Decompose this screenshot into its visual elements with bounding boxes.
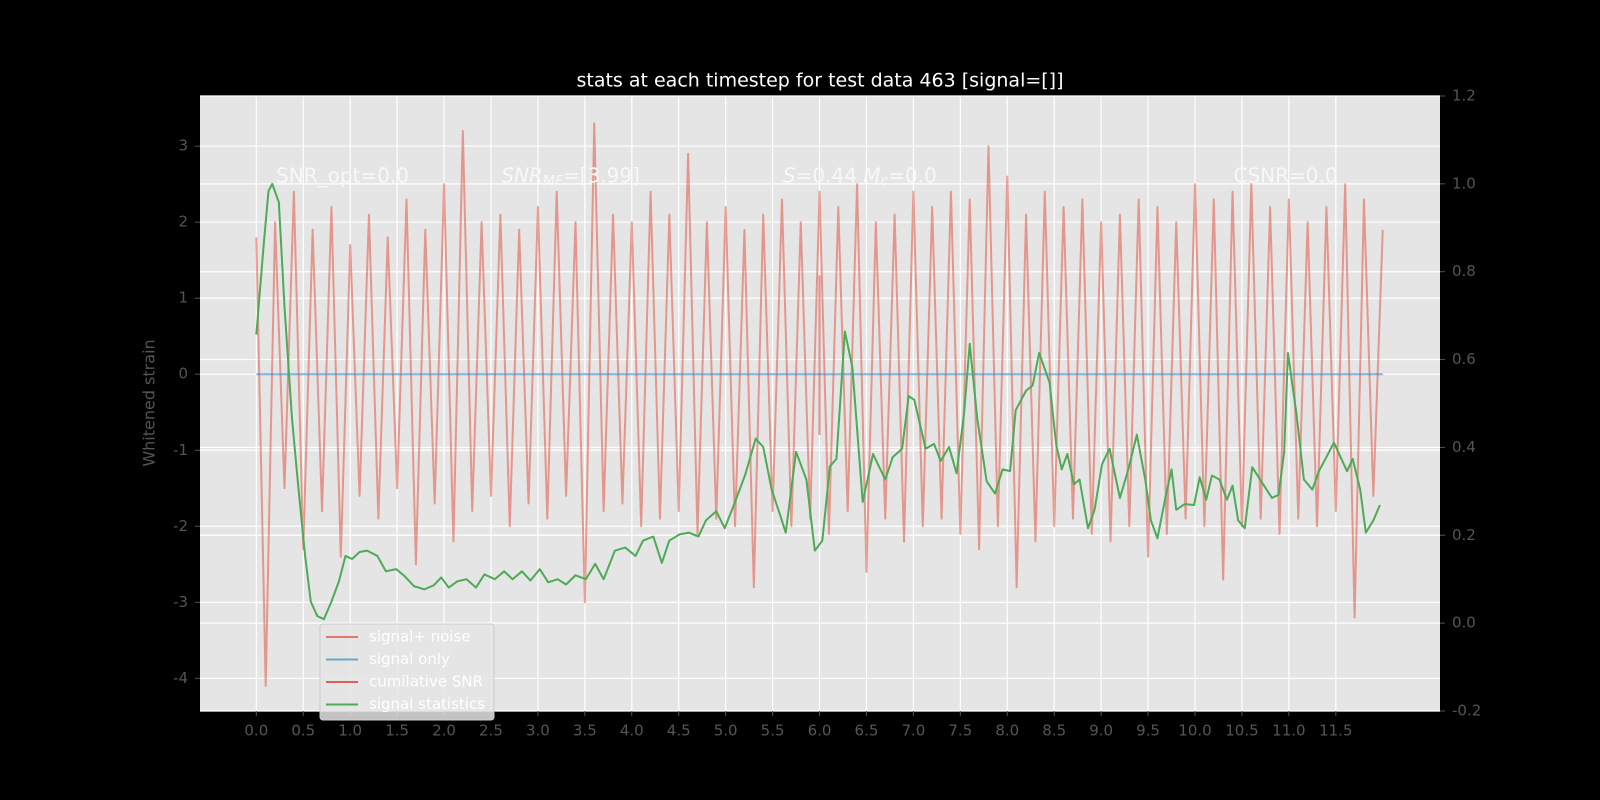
x-tick-label: 2.0: [432, 722, 456, 740]
annotation-part: M: [863, 163, 880, 187]
annotation-part: SNR_opt=0.0: [276, 163, 409, 187]
annotation: CSNR=0.0: [1233, 163, 1337, 187]
annotation-part: CSNR=0.0: [1233, 163, 1337, 187]
annotation: SNR_opt=0.0: [276, 163, 409, 187]
annotation-part: =[3.99]: [563, 163, 640, 187]
y-tick-label: -3: [173, 593, 188, 611]
annotation-part: c: [881, 174, 889, 190]
annotation-part: =0.0: [888, 163, 937, 187]
chart-title: stats at each timestep for test data 463…: [576, 70, 1063, 92]
y-tick-label: 1: [178, 289, 188, 307]
legend-label: signal+ noise: [369, 628, 471, 646]
grid: [200, 95, 1440, 712]
x-tick-label: 11.5: [1319, 722, 1352, 740]
y2-tick-label: 0.4: [1452, 438, 1476, 456]
x-tick-label: 8.0: [995, 722, 1019, 740]
x-tick-label: 3.0: [526, 722, 550, 740]
ticks: 0.0 0.5 1.0 1.5 2.0 2.5 3.0 3.5 4.0 4.5 5.0 5.5 6.0 6…: [173, 87, 1481, 740]
annotation-part: SNR: [501, 163, 543, 187]
x-tick-label: 5.5: [761, 722, 785, 740]
y-tick-label: 3: [178, 137, 188, 155]
y2-tick-label: -0.2: [1452, 702, 1481, 720]
x-tick-label: 2.5: [479, 722, 503, 740]
x-tick-label: 10.0: [1178, 722, 1211, 740]
y-tick-label: -2: [173, 517, 188, 535]
x-tick-label: 10.5: [1225, 722, 1258, 740]
legend-label: cumilative SNR: [369, 673, 483, 691]
y2-tick-label: 0.0: [1452, 614, 1476, 632]
y-tick-label: 2: [178, 213, 188, 231]
y2-tick-label: 1.2: [1452, 87, 1476, 105]
y2-tick-label: 0.8: [1452, 262, 1476, 280]
x-tick-label: 4.0: [620, 722, 644, 740]
annotation-part: =0.44: [796, 163, 864, 187]
x-tick-label: 9.0: [1089, 722, 1113, 740]
legend-label: signal only: [369, 650, 450, 668]
x-tick-label: 9.5: [1136, 722, 1160, 740]
y-axis-label: Whitened strain: [140, 339, 159, 466]
x-tick-label: 7.0: [901, 722, 925, 740]
x-tick-label: 0.0: [244, 722, 268, 740]
x-tick-label: 11.0: [1272, 722, 1305, 740]
annotation: SNRMF=[3.99]: [501, 163, 640, 190]
x-tick-label: 1.5: [385, 722, 409, 740]
legend-label: signal statistics: [369, 695, 485, 713]
annotation: S=0.44 Mc=0.0: [783, 163, 937, 190]
y2-tick-label: 0.6: [1452, 350, 1476, 368]
x-tick-label: 3.5: [573, 722, 597, 740]
series-line: [255, 182, 1381, 621]
x-tick-label: 4.5: [667, 722, 691, 740]
y-tick-label: -1: [173, 441, 188, 459]
y-tick-label: -4: [173, 669, 188, 687]
series-group: [255, 122, 1384, 687]
x-tick-label: 6.0: [808, 722, 832, 740]
annotations: SNR_opt=0.0 SNRMF=[3.99] S=0.44 Mc=0.0 CSNR…: [276, 163, 1338, 190]
x-tick-label: 7.5: [948, 722, 972, 740]
y2-tick-label: 0.2: [1452, 526, 1476, 544]
x-tick-label: 1.0: [338, 722, 362, 740]
x-tick-label: 5.0: [714, 722, 738, 740]
legend-box: [319, 623, 495, 721]
series-line: [255, 122, 1384, 687]
annotation-part: MF: [543, 174, 564, 190]
annotation-part: S: [783, 163, 796, 187]
x-tick-label: 8.5: [1042, 722, 1066, 740]
x-tick-label: 0.5: [291, 722, 315, 740]
legend: signal+ noise signal only cumilative SNR si…: [319, 623, 495, 721]
y2-tick-label: 1.0: [1452, 174, 1476, 192]
x-tick-label: 6.5: [855, 722, 879, 740]
y-tick-label: 0: [178, 365, 188, 383]
